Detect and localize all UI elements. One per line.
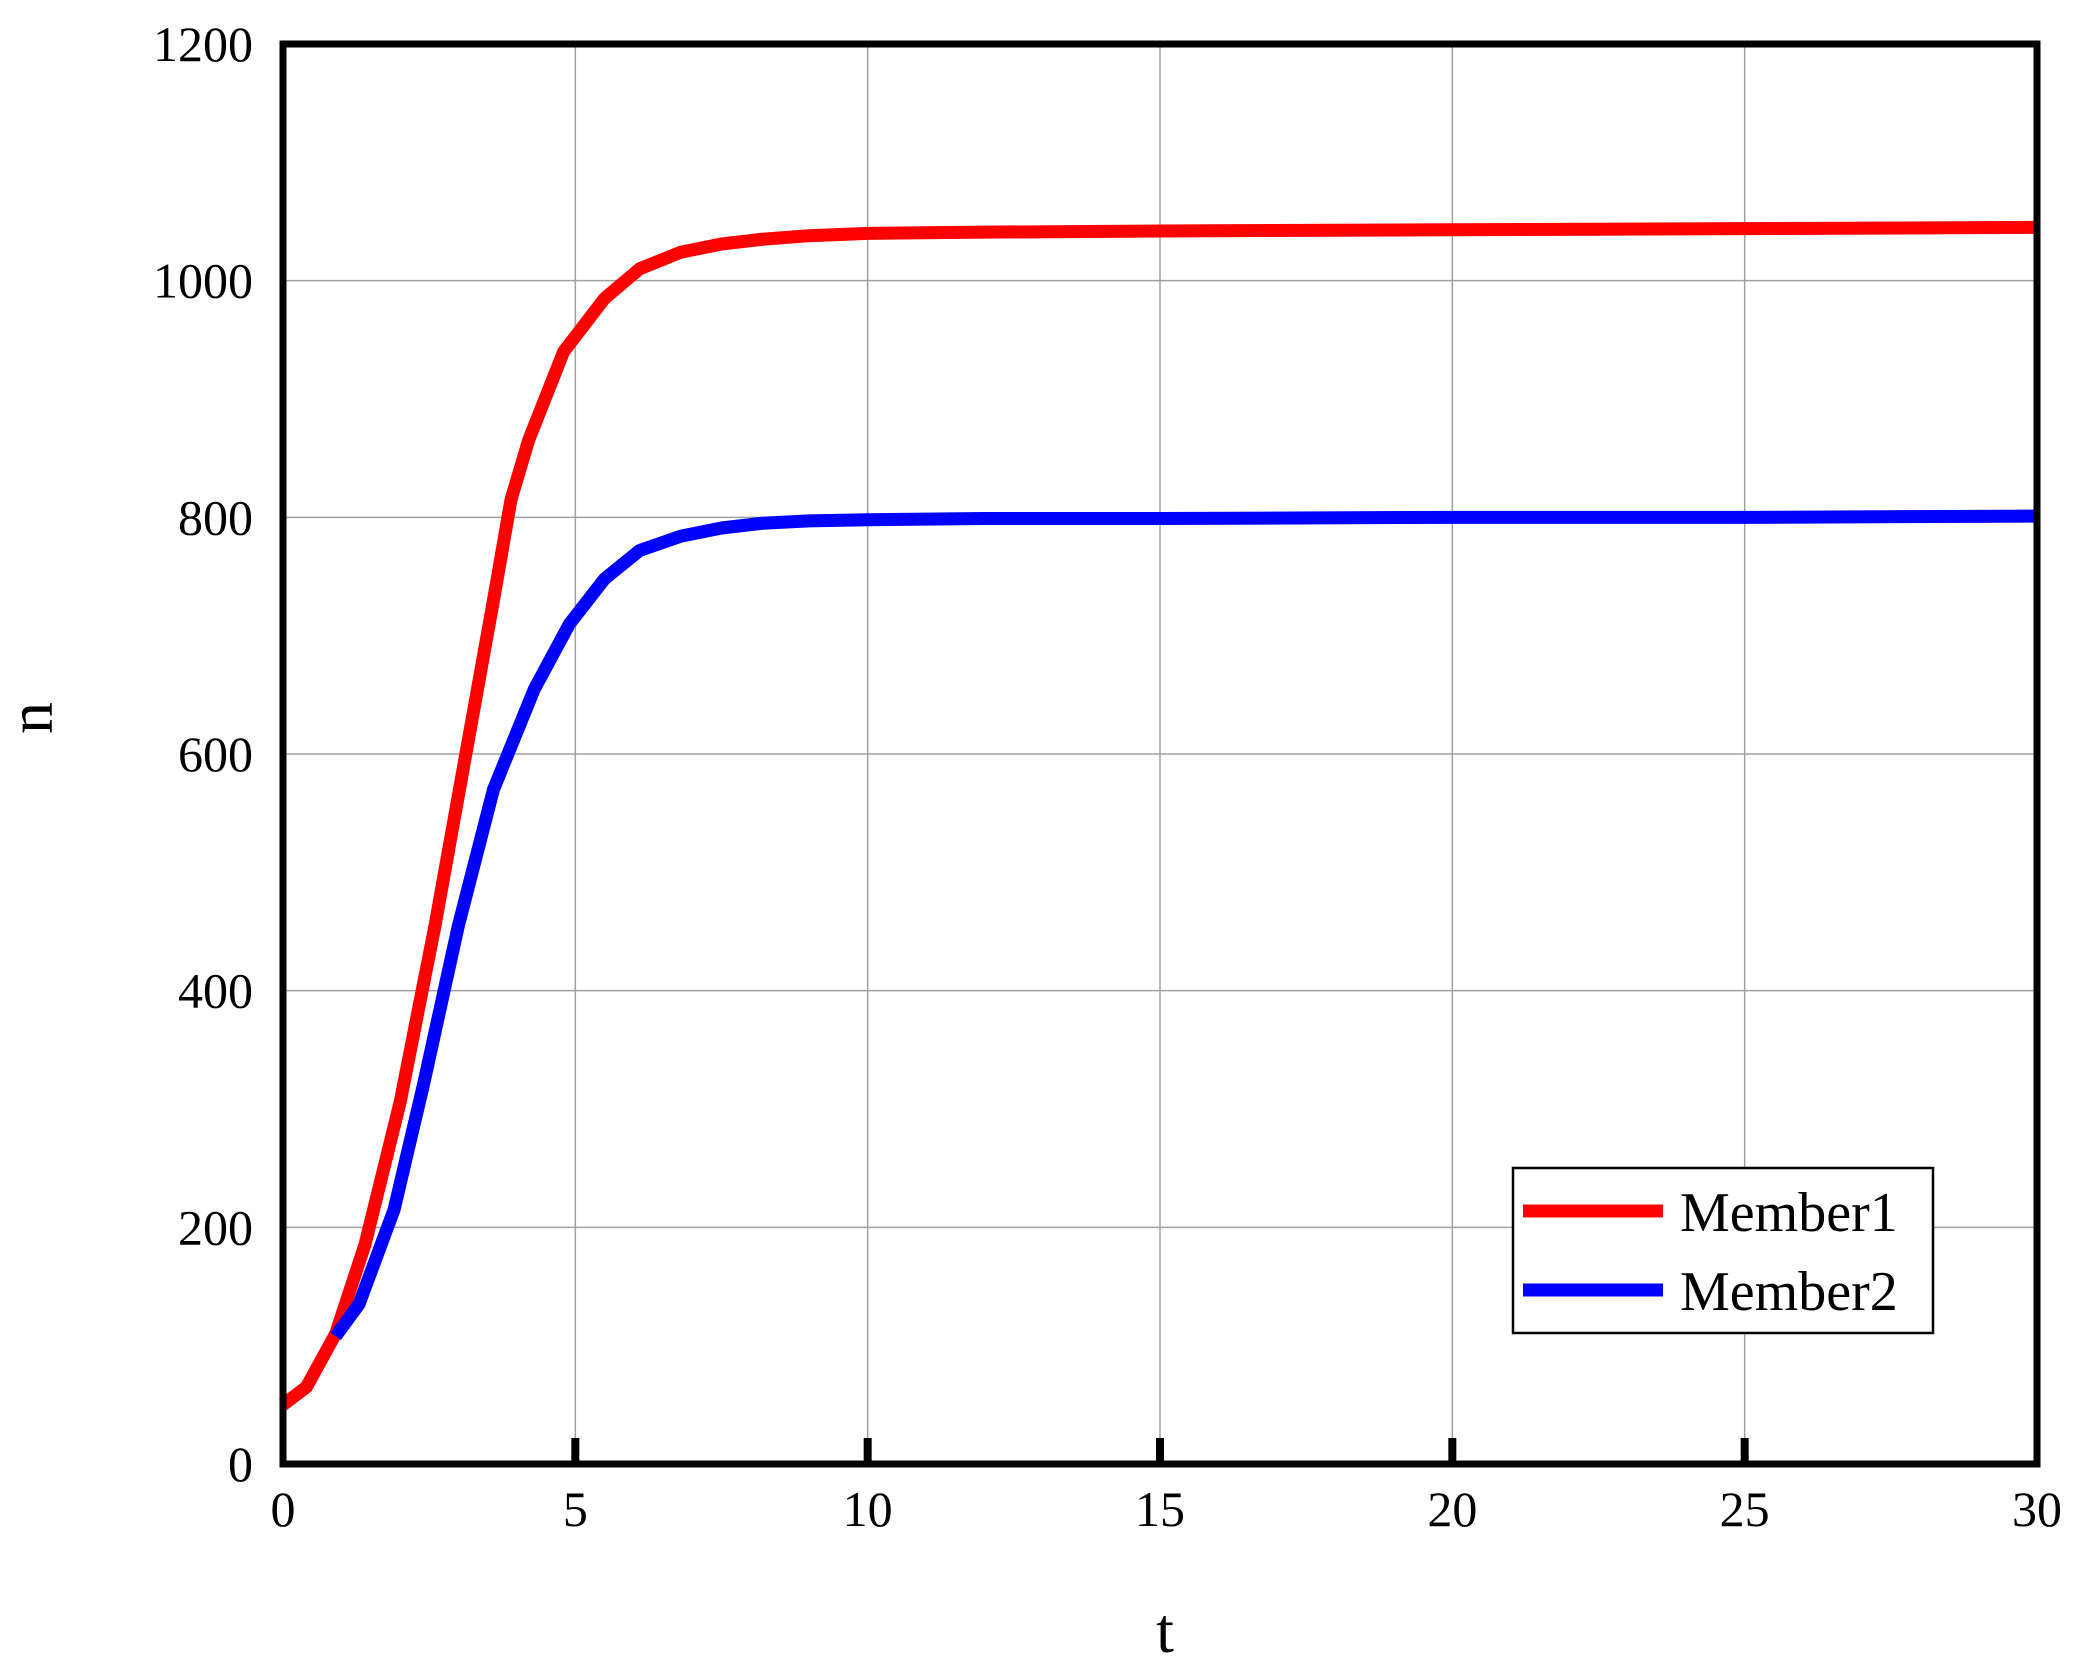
legend-label-member1: Member1 xyxy=(1680,1182,1898,1244)
x-tick-label: 5 xyxy=(563,1481,588,1537)
series-layer xyxy=(279,220,2038,1411)
x-tick-label: 30 xyxy=(2012,1481,2062,1537)
x-tick-label: 0 xyxy=(271,1481,296,1537)
ticks xyxy=(571,1438,1749,1464)
y-axis-title: n xyxy=(0,702,66,734)
x-tick-label: 10 xyxy=(843,1481,893,1537)
legend-label-member2: Member2 xyxy=(1680,1261,1898,1323)
x-tick-label: 25 xyxy=(1720,1481,1770,1537)
y-tick-label: 600 xyxy=(178,726,253,782)
y-tick-label: 400 xyxy=(178,963,253,1019)
tick-labels: 0 5 10 15 20 25 30 0 200 400 600 800 1000 1200 xyxy=(153,16,2062,1537)
legend-box xyxy=(1511,1166,1935,1335)
y-tick-label: 0 xyxy=(228,1436,253,1492)
legend: Member1 Member2 xyxy=(1511,1166,1935,1335)
x-axis-title: t xyxy=(1156,1595,1174,1666)
y-tick-label: 1200 xyxy=(153,16,253,72)
y-tick-label: 800 xyxy=(178,489,253,545)
x-tick-label: 20 xyxy=(1427,1481,1477,1537)
series-line-member2 xyxy=(330,509,2038,1341)
x-tick-label: 15 xyxy=(1135,1481,1185,1537)
y-tick-label: 200 xyxy=(178,1199,253,1255)
y-tick-label: 1000 xyxy=(153,253,253,309)
series-line-member1 xyxy=(279,220,2038,1411)
